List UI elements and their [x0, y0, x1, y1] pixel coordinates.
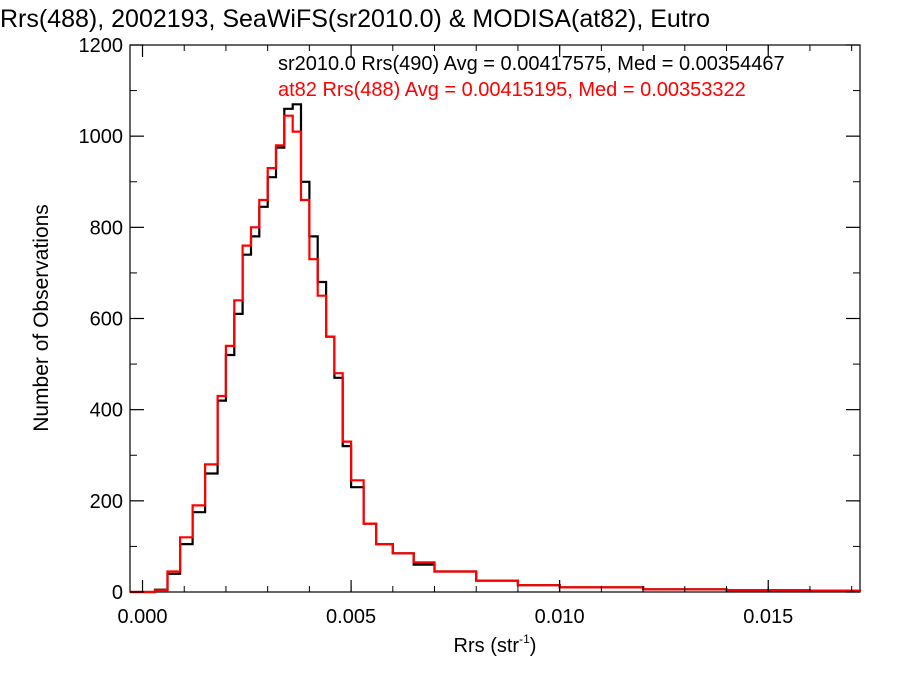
- x-tick-label: 0.010: [535, 606, 585, 628]
- x-tick-label: 0.015: [743, 606, 793, 628]
- plot-border: [129, 44, 861, 593]
- y-tick-label: 200: [90, 491, 123, 513]
- y-tick-label: 800: [90, 217, 123, 239]
- y-tick-label: 600: [90, 309, 123, 331]
- y-tick-label: 1000: [79, 126, 124, 148]
- series-line-at82: [130, 114, 862, 594]
- x-tick-label: 0.005: [326, 606, 376, 628]
- legend-entry-black: sr2010.0 Rrs(490) Avg = 0.00417575, Med …: [278, 53, 785, 75]
- chart-title: Rrs(488), 2002193, SeaWiFS(sr2010.0) & M…: [0, 5, 710, 33]
- legend-entry-red: at82 Rrs(488) Avg = 0.00415195, Med = 0.…: [278, 79, 746, 101]
- x-axis-label: Rrs (str-1): [454, 632, 537, 657]
- y-tick-label: 1200: [79, 35, 124, 57]
- y-tick-label: 0: [112, 582, 123, 604]
- plot-frame: [129, 44, 861, 593]
- axis-ticks: 0.000 0.005 0.010 0.015 0 200 400 600 800 1000 120…: [79, 35, 860, 628]
- y-tick-label: 400: [90, 400, 123, 422]
- y-axis-label: Number of Observations: [30, 204, 53, 432]
- series-line-sr2010: [130, 103, 862, 594]
- series-layer: [130, 103, 862, 594]
- x-tick-label: 0.000: [117, 606, 167, 628]
